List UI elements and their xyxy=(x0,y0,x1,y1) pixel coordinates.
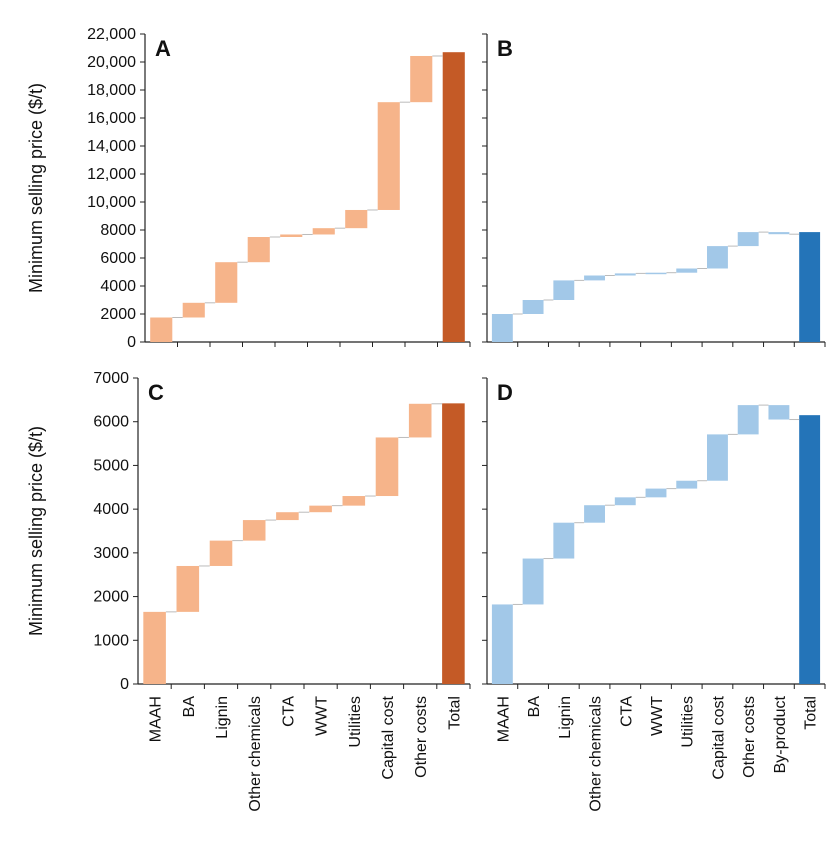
panel-b-bar-utilities xyxy=(676,268,698,273)
panel-a-bar-wwt xyxy=(312,228,335,235)
panel-b-bar-ba xyxy=(522,300,544,314)
panel-d-category-label: CTA xyxy=(618,696,635,727)
panel-c-y-tick-label: 6000 xyxy=(93,414,129,431)
panel-b-bar-wwt xyxy=(645,272,667,275)
panel-a-y-tick-label: 4000 xyxy=(100,278,136,295)
panel-c-category-label: Other chemicals xyxy=(247,696,264,812)
panel-d-category-label: Other costs xyxy=(741,696,758,778)
panel-d-bar-utilities xyxy=(676,480,698,489)
panel-a-y-tick-label: 12,000 xyxy=(87,166,136,183)
panel-a-y-tick-label: 8000 xyxy=(100,222,136,239)
panel-a-y-tick-label: 18,000 xyxy=(87,82,136,99)
panel-b-bar-cta xyxy=(614,273,636,276)
panel-c-bar-ba xyxy=(176,565,200,612)
panel-c-y-tick-label: 3000 xyxy=(93,545,129,562)
panel-c-category-label: Total xyxy=(446,696,463,730)
panel-c-category-label: Capital cost xyxy=(380,695,397,779)
panel-a-bar-total xyxy=(442,52,465,342)
panel-d-bar-maah xyxy=(491,604,513,684)
panel-c-bar-cta xyxy=(276,512,299,521)
panel-a-y-tick-label: 2000 xyxy=(100,306,136,323)
panel-d-bar-other-costs xyxy=(737,405,759,435)
panel-d-category-label: Total xyxy=(803,696,820,730)
panel-b-bar-lignin xyxy=(553,280,575,300)
panel-b-bar-by-product xyxy=(768,232,790,235)
panel-d-category-label: Utilities xyxy=(680,696,697,748)
panel-c-bar-total xyxy=(442,403,465,684)
panel-c-y-tick-label: 2000 xyxy=(93,589,129,606)
panel-c-bar-capital-cost xyxy=(375,437,399,497)
panel-c-label: C xyxy=(148,380,164,405)
panel-a-bar-capital-cost xyxy=(377,102,400,210)
panel-d-category-label: Lignin xyxy=(557,696,574,739)
panel-c-category-label: WWT xyxy=(314,696,331,736)
panel-c-bar-utilities xyxy=(342,496,366,506)
panel-c-y-tick-label: 4000 xyxy=(93,501,129,518)
panel-d-bar-ba xyxy=(522,558,544,605)
panel-c-y-tick-label: 7000 xyxy=(93,370,129,387)
panel-a-y-tick-label: 14,000 xyxy=(87,138,136,155)
panel-d-bar-by-product xyxy=(768,405,790,420)
panel-c-y-tick-label: 5000 xyxy=(93,457,129,474)
panel-a-label: A xyxy=(155,36,171,61)
panel-d-bar-other-chemicals xyxy=(584,505,605,523)
panel-d-category-label: MAAH xyxy=(495,696,512,742)
panel-a-y-axis-title: Minimum selling price ($/t) xyxy=(26,83,46,293)
panel-c-bar-lignin xyxy=(209,540,233,566)
panel-d-category-label: WWT xyxy=(649,696,666,736)
panel-c-category-label: MAAH xyxy=(148,696,165,742)
panel-a-bar-cta xyxy=(280,234,303,237)
panel-d-bar-cta xyxy=(614,497,636,506)
panel-d-category-label: By-product xyxy=(772,695,789,773)
panel-a-bar-other-chemicals xyxy=(247,237,270,263)
panel-a-y-tick-label: 6000 xyxy=(100,250,136,267)
panel-d-category-label: Capital cost xyxy=(710,695,727,779)
panel-a-bar-utilities xyxy=(345,209,368,229)
panel-d-category-label: Other chemicals xyxy=(588,696,605,812)
panel-c-category-label: BA xyxy=(181,696,198,718)
panel-b-bar-other-costs xyxy=(737,232,759,247)
panel-c-category-label: Lignin xyxy=(214,696,231,739)
panel-a-y-tick-label: 0 xyxy=(127,334,136,351)
panel-d-bar-wwt xyxy=(645,488,667,498)
panel-a-bar-lignin xyxy=(215,262,238,303)
panel-c-bar-other-costs xyxy=(408,403,432,438)
panel-c-category-label: CTA xyxy=(280,696,297,727)
panel-a-bar-maah xyxy=(150,317,173,342)
panel-a-bar-other-costs xyxy=(410,55,433,103)
panel-a-y-tick-label: 20,000 xyxy=(87,54,136,71)
panel-d-label: D xyxy=(497,380,513,405)
panel-b-bar-other-chemicals xyxy=(584,275,605,281)
panel-d-bar-capital-cost xyxy=(707,434,728,481)
panel-b-label: B xyxy=(497,36,513,61)
panel-d-bar-total xyxy=(799,415,821,684)
panel-c-category-label: Other costs xyxy=(413,696,430,778)
panel-a-bar-ba xyxy=(182,302,205,318)
panel-c-y-axis-title: Minimum selling price ($/t) xyxy=(26,426,46,636)
panel-d-bar-lignin xyxy=(553,522,575,559)
panel-b-bar-maah xyxy=(491,314,513,342)
panel-c-bar-wwt xyxy=(309,505,332,513)
panel-a-y-tick-label: 16,000 xyxy=(87,110,136,127)
panel-c-bar-other-chemicals xyxy=(242,520,266,541)
panel-b-bar-total xyxy=(799,232,821,342)
panel-c-bar-maah xyxy=(143,611,166,684)
panel-a-y-tick-label: 22,000 xyxy=(87,26,136,43)
panel-b-bar-capital-cost xyxy=(707,246,728,269)
panel-d-category-label: BA xyxy=(526,696,543,718)
panel-a-y-tick-label: 10,000 xyxy=(87,194,136,211)
panel-c-y-tick-label: 0 xyxy=(120,676,129,693)
panel-c-y-tick-label: 1000 xyxy=(93,632,129,649)
panel-c-category-label: Utilities xyxy=(347,696,364,748)
